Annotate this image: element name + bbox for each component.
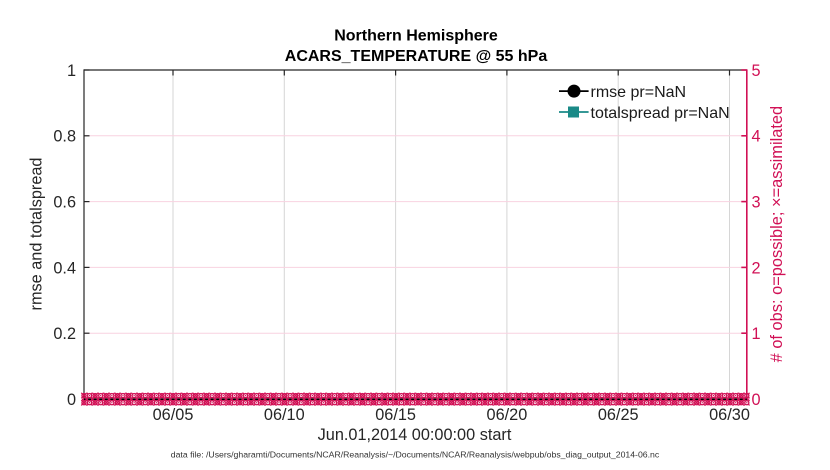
svg-text:06/25: 06/25 [598, 406, 639, 424]
svg-text:0: 0 [752, 391, 761, 409]
svg-text:rmse and totalspread: rmse and totalspread [28, 158, 46, 311]
svg-text:4: 4 [752, 128, 761, 146]
svg-text:Jun.01,2014 00:00:00 start: Jun.01,2014 00:00:00 start [318, 426, 512, 444]
svg-text:06/10: 06/10 [264, 406, 305, 424]
svg-text:1: 1 [752, 325, 761, 343]
svg-text:ACARS_TEMPERATURE @ 55 hPa: ACARS_TEMPERATURE @ 55 hPa [285, 48, 548, 65]
svg-text:# of obs: o=possible; ×=assimi: # of obs: o=possible; ×=assimilated [768, 106, 786, 363]
svg-text:totalspread pr=NaN: totalspread pr=NaN [591, 105, 730, 122]
svg-text:3: 3 [752, 194, 761, 212]
svg-text:0.8: 0.8 [53, 128, 76, 146]
svg-text:06/20: 06/20 [487, 406, 528, 424]
svg-text:0.2: 0.2 [53, 325, 76, 343]
svg-text:06/15: 06/15 [375, 406, 416, 424]
svg-text:06/30: 06/30 [709, 406, 750, 424]
svg-text:Northern Hemisphere: Northern Hemisphere [334, 27, 498, 44]
svg-text:5: 5 [752, 62, 761, 80]
svg-text:06/05: 06/05 [153, 406, 194, 424]
svg-text:2: 2 [752, 259, 761, 277]
svg-text:0.6: 0.6 [53, 194, 76, 212]
svg-text:data file: /Users/gharamti/Doc: data file: /Users/gharamti/Documents/NCA… [171, 450, 660, 460]
svg-text:0.4: 0.4 [53, 259, 76, 277]
svg-text:0: 0 [67, 391, 76, 409]
svg-text:1: 1 [67, 62, 76, 80]
svg-text:rmse pr=NaN: rmse pr=NaN [591, 84, 687, 101]
